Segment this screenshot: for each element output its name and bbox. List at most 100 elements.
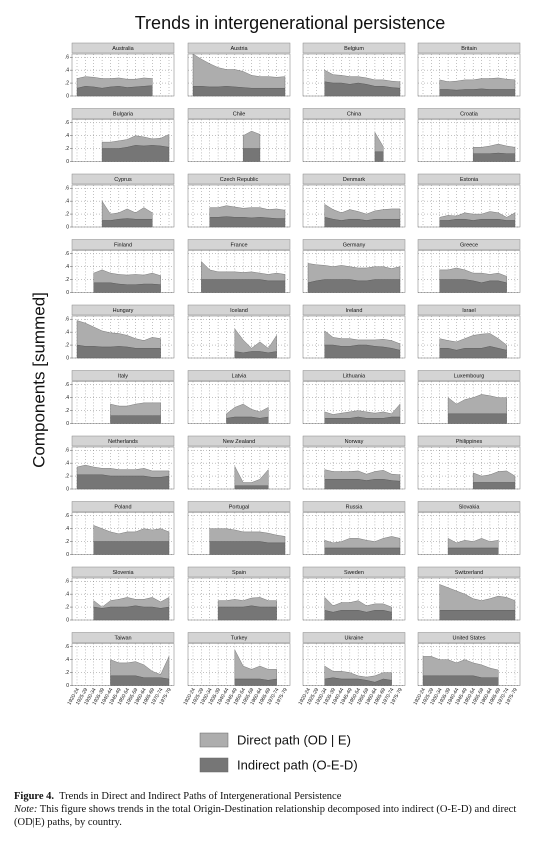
panel-title: Philippines: [456, 439, 483, 445]
indirect-area: [234, 485, 269, 490]
legend-label: Indirect path (O-E-D): [237, 757, 358, 772]
strip: [71, 239, 175, 250]
indirect-area: [192, 86, 286, 97]
indirect-area: [439, 279, 507, 293]
indirect-area: [324, 610, 392, 621]
y-tick-label: .4: [65, 198, 69, 204]
strip: [187, 42, 291, 54]
indirect-area: [439, 88, 516, 97]
strip: [417, 632, 521, 643]
direct-area: [472, 470, 516, 483]
panel-title: Israel: [462, 308, 475, 314]
strip: [71, 501, 175, 512]
strip: [417, 370, 521, 381]
y-tick-label: 0: [66, 486, 69, 492]
y-tick-label: .4: [65, 395, 69, 401]
strip: [187, 566, 291, 578]
y-tick-label: .4: [65, 133, 69, 139]
strip: [302, 304, 406, 316]
panel-title: New Zealand: [223, 439, 255, 445]
strip: [302, 239, 406, 250]
y-tick-label: .4: [65, 657, 69, 663]
panel-title: Chile: [233, 111, 246, 117]
indirect-area: [93, 605, 170, 621]
direct-area: [447, 394, 507, 415]
indirect-area: [447, 547, 499, 555]
y-tick-label: .6: [65, 644, 69, 650]
direct-area: [76, 320, 161, 349]
y-tick-label: .2: [65, 80, 69, 86]
direct-area: [101, 200, 153, 221]
strip: [71, 566, 175, 578]
note-label: Note:: [14, 804, 38, 815]
panel-title: Germany: [343, 242, 366, 248]
y-tick-label: 0: [66, 159, 69, 165]
y-tick-label: .6: [65, 513, 69, 519]
strip: [302, 501, 406, 512]
indirect-area: [422, 675, 499, 686]
y-tick-label: 0: [66, 290, 69, 296]
direct-area: [209, 528, 286, 544]
indirect-area: [201, 279, 286, 293]
y-tick-label: .2: [65, 146, 69, 152]
panel-title: Slovenia: [112, 570, 134, 576]
direct-area: [217, 597, 277, 608]
strip: [417, 239, 521, 250]
y-tick-label: 0: [66, 617, 69, 623]
panel-title: Taiwan: [114, 635, 131, 641]
direct-area: [324, 536, 401, 549]
indirect-area: [324, 81, 401, 97]
indirect-area: [324, 217, 401, 228]
strip: [417, 108, 521, 119]
panel-title: Finland: [114, 242, 132, 248]
panel-title: Lithuania: [343, 373, 366, 379]
strip: [302, 370, 406, 381]
indirect-area: [209, 216, 286, 228]
y-tick-label: 0: [66, 355, 69, 361]
direct-area: [192, 53, 286, 89]
panel-title: Spain: [232, 570, 246, 576]
direct-area: [472, 143, 516, 154]
panel-title: Portugal: [229, 504, 250, 510]
direct-area: [374, 131, 384, 153]
panel-title: Netherlands: [108, 439, 138, 445]
panel-title: Croatia: [460, 111, 479, 117]
strip: [187, 632, 291, 643]
strip: [187, 173, 291, 185]
y-tick-label: .6: [65, 448, 69, 454]
y-tick-label: .6: [65, 186, 69, 192]
indirect-area: [472, 152, 516, 162]
y-tick-label: 0: [66, 224, 69, 230]
direct-area: [439, 211, 516, 221]
strip: [71, 173, 175, 185]
y-tick-label: .6: [65, 317, 69, 323]
direct-area: [226, 403, 269, 419]
y-tick-label: .4: [65, 67, 69, 73]
panel-title: Slovakia: [459, 504, 481, 510]
panel-title: Latvia: [232, 373, 248, 379]
indirect-area: [472, 482, 516, 490]
indirect-area: [110, 675, 170, 686]
strip: [302, 173, 406, 185]
panel-title: Greece: [460, 242, 478, 248]
strip: [302, 42, 406, 54]
indirect-area: [242, 148, 261, 162]
indirect-area: [110, 415, 161, 424]
strip: [71, 632, 175, 643]
panel-title: United States: [452, 635, 485, 641]
direct-area: [439, 77, 516, 91]
direct-area: [324, 403, 401, 419]
y-tick-label: .2: [65, 211, 69, 217]
direct-area: [324, 204, 401, 221]
panel-title: Turkey: [231, 635, 248, 641]
strip: [417, 435, 521, 447]
direct-area: [209, 205, 286, 219]
panel-title: Sweden: [344, 570, 364, 576]
y-tick-label: .2: [65, 408, 69, 414]
indirect-area: [76, 85, 153, 97]
panel-title: China: [347, 111, 362, 117]
y-tick-label: 0: [66, 93, 69, 99]
strip: [302, 435, 406, 447]
legend-swatch: [199, 732, 229, 748]
